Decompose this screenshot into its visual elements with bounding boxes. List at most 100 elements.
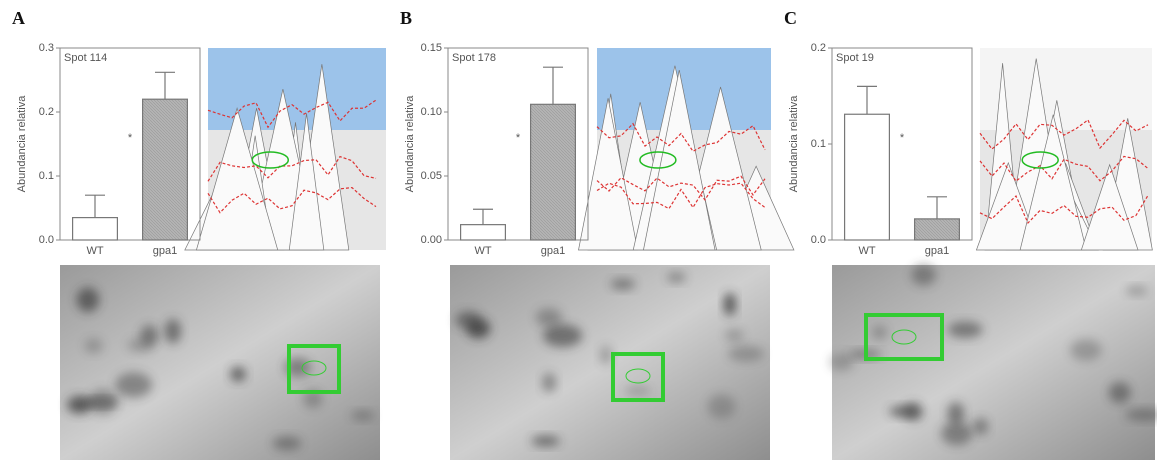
highlight-box — [287, 344, 341, 394]
error-bar — [85, 194, 105, 218]
significance-marker: * — [128, 132, 133, 144]
gel-spot — [1108, 381, 1131, 404]
y-tick-label: 0.10 — [421, 106, 442, 118]
y-tick-label: 0.00 — [421, 234, 442, 246]
gel-spot — [302, 389, 323, 409]
surface-plot — [578, 48, 795, 251]
gel-spot — [272, 436, 302, 451]
peak — [578, 98, 639, 251]
panel-label: C — [784, 8, 797, 28]
gel-spot — [1124, 408, 1157, 421]
bar — [529, 103, 576, 241]
error-bar — [543, 66, 563, 105]
contour-red — [596, 182, 766, 210]
gel-background — [60, 265, 380, 460]
contour-green — [639, 151, 677, 169]
bar — [843, 113, 890, 241]
peak — [975, 161, 1041, 251]
panel-label: B — [400, 8, 412, 28]
contour-red — [207, 186, 377, 214]
contour-red — [596, 122, 766, 153]
y-tick-label: 0.0 — [811, 234, 826, 246]
bar — [460, 224, 507, 241]
gel-spot — [350, 410, 375, 421]
gel-spot — [973, 418, 989, 435]
gel-spot — [888, 405, 921, 418]
gel-spot — [1070, 339, 1102, 361]
gel-background — [450, 265, 770, 460]
surface-plot — [184, 48, 386, 251]
x-tick-label: gpa1 — [541, 245, 565, 257]
gel-image — [60, 265, 380, 460]
gel-spot — [140, 324, 159, 346]
contour-red — [207, 99, 377, 129]
gel-spot — [724, 329, 744, 342]
y-tick-label: 0.2 — [811, 42, 826, 54]
bar — [142, 98, 189, 241]
peak — [195, 107, 279, 251]
spot-label: Spot 178 — [452, 52, 496, 64]
spot-label: Spot 114 — [64, 52, 107, 64]
bar — [913, 218, 960, 241]
highlight-box — [611, 352, 665, 402]
y-tick-label: 0.0 — [39, 234, 54, 246]
gel-spot — [727, 345, 764, 362]
gel-spot — [535, 308, 563, 327]
y-tick-label: 0.1 — [811, 138, 826, 150]
gel-spot — [455, 311, 482, 329]
x-tick-label: WT — [474, 245, 491, 257]
gel-background — [832, 265, 1155, 460]
contour-red — [979, 195, 1149, 225]
error-bar — [927, 196, 947, 219]
gel-spot — [84, 338, 103, 354]
gel-image — [450, 265, 770, 460]
y-axis-label: Abundancia relativa — [404, 95, 416, 193]
gel-spot — [115, 372, 152, 398]
gel-spot — [88, 389, 118, 415]
gel-spot — [164, 318, 182, 344]
gel-spot — [599, 345, 612, 365]
gel-spot — [947, 402, 965, 425]
gel-spot — [1125, 285, 1148, 296]
gel-spot — [666, 272, 686, 283]
bar — [71, 217, 118, 241]
gel-spot — [76, 287, 100, 313]
highlight-spot — [625, 368, 651, 384]
contour-red — [596, 175, 766, 201]
y-tick-label: 0.05 — [421, 170, 442, 182]
gel-spot — [531, 435, 560, 447]
gel-spot — [829, 353, 854, 371]
y-axis-label: Abundancia relativa — [788, 95, 800, 193]
gel-spot — [624, 385, 651, 396]
gel-spot — [723, 292, 736, 316]
x-tick-label: gpa1 — [153, 245, 177, 257]
highlight-spot — [891, 329, 917, 345]
error-bar — [155, 71, 175, 100]
gel-spot — [871, 325, 888, 340]
significance-marker: * — [516, 132, 521, 144]
peak — [288, 113, 325, 251]
gel-spot — [941, 421, 973, 446]
panel-label: A — [12, 8, 25, 28]
plot-frame — [447, 47, 589, 241]
plot-frame — [59, 47, 201, 241]
gel-spot — [542, 324, 583, 348]
contour-green — [251, 151, 290, 169]
contour-red — [979, 118, 1149, 150]
significance-marker: * — [900, 132, 905, 144]
y-tick-label: 0.1 — [39, 170, 54, 182]
y-tick-label: 0.3 — [39, 42, 54, 54]
highlight-box — [864, 313, 944, 361]
highlight-spot — [301, 360, 327, 376]
gel-spot — [911, 264, 936, 286]
contour-green — [1021, 151, 1059, 169]
x-tick-label: gpa1 — [925, 245, 949, 257]
peak — [1019, 114, 1087, 251]
gel-spot — [707, 394, 736, 419]
gel-spot — [947, 321, 983, 338]
surface-plot — [975, 48, 1153, 251]
gel-spot — [230, 366, 246, 382]
gel-image — [829, 264, 1157, 460]
y-axis-label: Abundancia relativa — [16, 95, 28, 193]
